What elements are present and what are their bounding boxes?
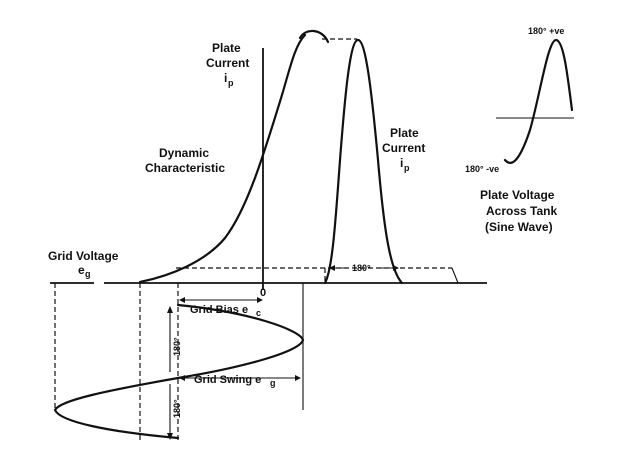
dynamic-characteristic-curve [138, 33, 307, 284]
plate-current-top-line2: Current [206, 56, 249, 70]
zero-label: 0 [260, 287, 266, 299]
plate-voltage-caption-line1: Plate Voltage [480, 188, 555, 202]
conduction-arrow-head-right [393, 265, 399, 271]
plate-current-top-line1: Plate [212, 41, 241, 55]
plate-current-right-sub: p [404, 163, 410, 173]
dynamic-characteristic-line2: Characteristic [145, 161, 225, 175]
angle-180-conduction: 180° [352, 263, 371, 273]
plate-voltage-caption-line3: (Sine Wave) [485, 220, 553, 234]
sine-pos-label: 180° +ve [528, 26, 564, 36]
grid-swing-arrow-head-right [295, 375, 301, 381]
grid-voltage-label: Grid Voltage [48, 249, 119, 263]
plate-current-top-symbol: i [224, 71, 227, 85]
plate-current-pulse [323, 38, 404, 285]
grid-swing-sub: g [270, 378, 276, 388]
grid-bias-sub: c [256, 308, 261, 318]
grid-swing-arrow-head-left [179, 375, 185, 381]
tank-sine-wave [503, 38, 574, 164]
grid-voltage-sub: g [85, 269, 91, 279]
grid-bias-arrow-head-right [257, 297, 263, 303]
grid-voltage-symbol: e [78, 263, 85, 277]
plate-current-right-line2: Current [382, 141, 425, 155]
upper-180-arrow-head [167, 306, 173, 313]
plate-voltage-caption-line2: Across Tank [486, 204, 557, 218]
plate-current-right-line1: Plate [390, 126, 419, 140]
grid-swing-label: Grid Swing e [194, 374, 261, 386]
plate-current-top-sub: p [228, 78, 234, 88]
lower-180-arrow-head [167, 433, 173, 440]
grid-bias-label: Grid Bias e [190, 304, 248, 316]
angle-180-upper: 180° [172, 337, 182, 356]
conduction-arrow-head-left [329, 265, 335, 271]
dynamic-characteristic-line1: Dynamic [159, 146, 209, 160]
sine-neg-label: 180° -ve [465, 164, 499, 174]
grid-swing-sine [53, 303, 305, 440]
angle-180-lower: 180° [172, 399, 182, 418]
plate-current-right-symbol: i [400, 156, 403, 170]
grid-bias-arrow-head-left [179, 297, 185, 303]
conduction-bracket-right [451, 267, 459, 284]
